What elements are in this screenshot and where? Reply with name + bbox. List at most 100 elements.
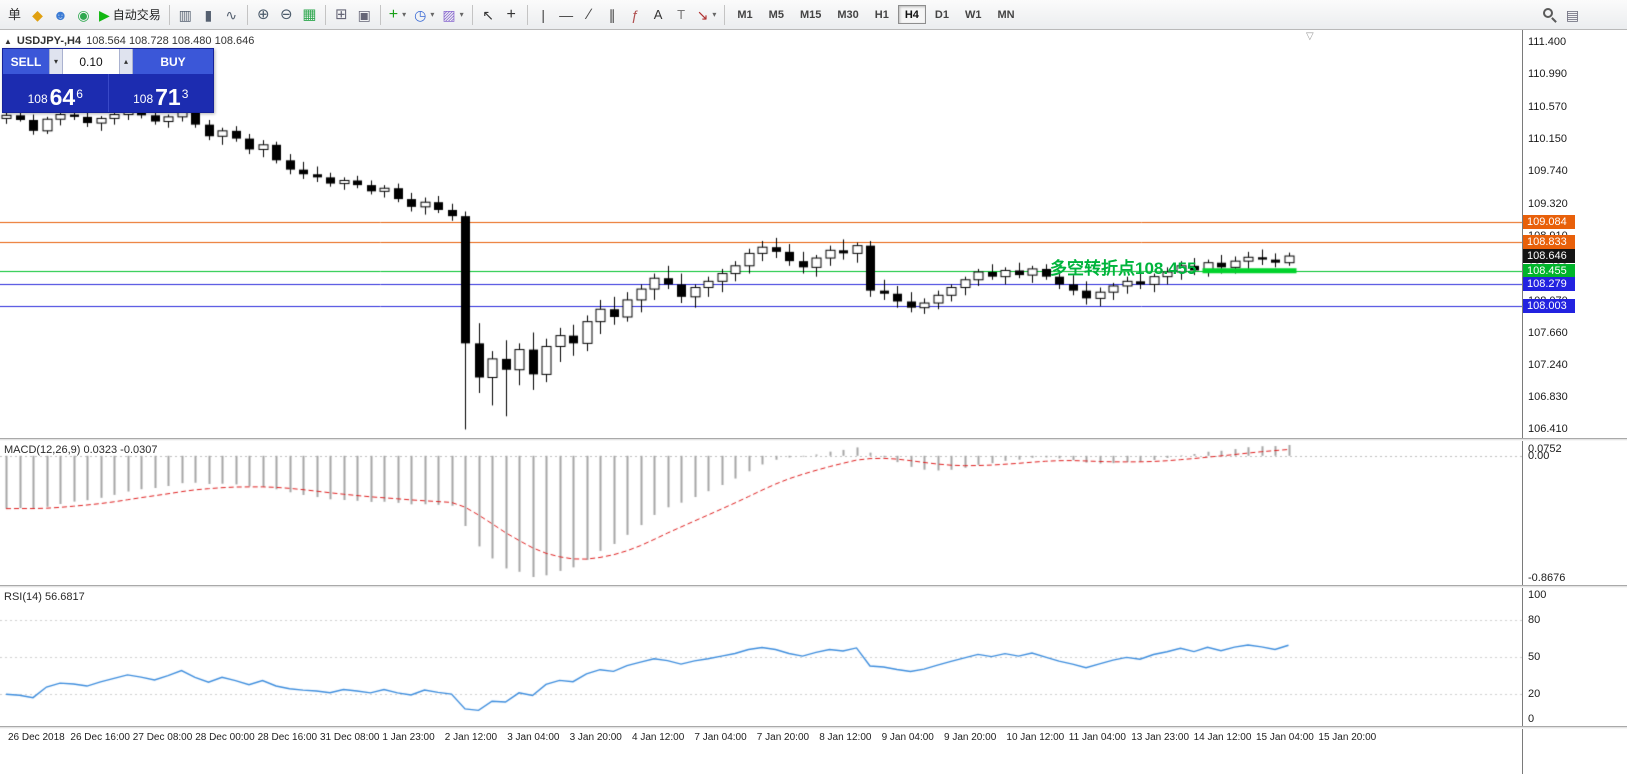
timeframe-w1-button[interactable]: W1 <box>964 8 982 21</box>
periods-button[interactable]: ◷ ▾ <box>410 3 438 26</box>
trade-panel-divider <box>107 74 109 112</box>
price-axis-label: 106.830 <box>1528 390 1568 403</box>
lot-size-input[interactable] <box>63 54 119 69</box>
panel-splitter[interactable] <box>0 438 1627 441</box>
candlestick-chart-button[interactable]: ▮ <box>197 3 220 26</box>
grid-button[interactable]: ▦ <box>298 3 321 26</box>
price-level-tag: 108.455 <box>1523 263 1575 278</box>
crosshair-button[interactable]: + <box>500 3 523 26</box>
templates-button[interactable]: ▨ ▾ <box>438 3 467 26</box>
channel-icon: ∥ <box>608 6 616 23</box>
chart-ohlc-line: ▲ USDJPY-,H4 108.564 108.728 108.480 108… <box>4 35 254 47</box>
market-watch-button[interactable]: ☻ <box>49 3 72 26</box>
zoom-in-button[interactable]: ⊕ <box>252 3 275 26</box>
vertical-line-icon: | <box>541 6 545 23</box>
panel-splitter[interactable] <box>0 726 1627 729</box>
chevron-down-icon: ▾ <box>53 57 58 66</box>
time-axis-label: 9 Jan 04:00 <box>881 732 934 743</box>
trade-panel-prices: 108 64 6 108 71 3 <box>3 74 213 112</box>
rsi-canvas[interactable] <box>0 588 1522 726</box>
new-order-button[interactable]: 单 <box>3 3 26 26</box>
buy-price-point: 3 <box>181 87 189 101</box>
price-axis[interactable]: 111.400 110.990 110.570 110.150 109.740 109.3… <box>1522 30 1627 774</box>
arrows-button[interactable]: ↘ ▾ <box>693 3 721 26</box>
navigator-button[interactable]: ◉ <box>72 3 95 26</box>
vertical-line-button[interactable]: | <box>532 3 555 26</box>
sell-options-dropdown[interactable]: ▾ <box>49 49 63 74</box>
timeframe-d1-button[interactable]: D1 <box>934 8 949 21</box>
search-button[interactable] <box>1538 3 1561 26</box>
properties-button[interactable]: ▤ <box>1561 3 1584 26</box>
profile-icon: ☻ <box>53 6 68 23</box>
trendline-button[interactable]: ∕ <box>578 3 601 26</box>
list-icon: ▤ <box>1565 6 1580 23</box>
sell-price-display[interactable]: 108 64 6 <box>3 74 108 112</box>
sell-button[interactable]: SELL <box>10 54 42 69</box>
timeframe-m1-button[interactable]: M1 <box>737 8 753 21</box>
time-axis-label: 28 Dec 00:00 <box>195 732 255 743</box>
tile-windows-button[interactable]: ⊞ <box>330 3 353 26</box>
sell-price-point: 6 <box>76 87 83 101</box>
time-axis-label: 3 Jan 04:00 <box>507 732 560 743</box>
timeframe-m5-button[interactable]: M5 <box>768 8 784 21</box>
channel-button[interactable]: ∥ <box>601 3 624 26</box>
time-axis-label: 7 Jan 20:00 <box>756 732 810 743</box>
line-chart-button[interactable]: ∿ <box>220 3 243 26</box>
fibonacci-icon: ƒ <box>631 6 640 23</box>
timeframe-m15-button[interactable]: M15 <box>799 8 822 21</box>
price-axis-label: 111.400 <box>1528 36 1567 49</box>
auto-trading-button[interactable]: ▶ 自动交易 <box>95 3 165 26</box>
price-axis-label: 107.240 <box>1528 359 1568 372</box>
macd-axis-label: 0.0752 <box>1528 443 1562 455</box>
macd-canvas[interactable] <box>0 441 1522 585</box>
cursor-button[interactable]: ↖ <box>477 3 500 26</box>
macd-axis-label: 0.00 <box>1528 449 1550 462</box>
horizontal-line-button[interactable]: — <box>555 3 578 26</box>
time-axis-label: 15 Jan 20:00 <box>1318 732 1377 743</box>
chart-annotation-text[interactable]: 多空转折点108.455 <box>1050 259 1197 278</box>
price-level-tag: 108.646 <box>1523 249 1575 264</box>
buy-price-display[interactable]: 108 71 3 <box>109 74 214 112</box>
tile-windows-icon: ⊞ <box>335 6 348 23</box>
rsi-axis-label: 0 <box>1528 713 1535 725</box>
charts-button[interactable]: ◆ <box>26 3 49 26</box>
auto-trading-button-label: 自动交易 <box>112 8 161 22</box>
time-axis-label: 27 Dec 08:00 <box>132 732 193 743</box>
fibonacci-button[interactable]: ƒ <box>624 3 647 26</box>
price-axis-label: 107.660 <box>1528 326 1568 339</box>
line-chart-icon: ∿ <box>225 6 238 23</box>
price-axis-label: 106.410 <box>1528 423 1568 436</box>
rsi-label: RSI(14) 56.6817 <box>4 591 85 603</box>
price-chart-canvas[interactable] <box>0 30 1522 438</box>
toolbar-right-group: ▤ <box>1538 3 1584 26</box>
timeframe-h1-button[interactable]: H1 <box>874 8 889 21</box>
lot-spinner[interactable]: ▴ <box>119 49 133 74</box>
price-axis-label: 109.320 <box>1528 197 1568 210</box>
time-axis-label: 13 Jan 23:00 <box>1131 732 1190 743</box>
collapse-triangle-icon[interactable]: ▲ <box>4 36 12 46</box>
time-axis-label: 11 Jan 04:00 <box>1068 732 1126 743</box>
text-label-button[interactable]: T <box>670 3 693 26</box>
rsi-axis-label: 20 <box>1528 688 1541 701</box>
time-axis[interactable]: 26 Dec 2018 26 Dec 16:00 27 Dec 08:00 28 De… <box>0 729 1522 774</box>
chart-window: ▲ USDJPY-,H4 108.564 108.728 108.480 108… <box>0 30 1627 774</box>
toolbar-separator <box>168 4 170 25</box>
timeframe-m30-button[interactable]: M30 <box>837 8 859 21</box>
zoom-out-button[interactable]: ⊖ <box>275 3 298 26</box>
price-axis-label: 110.570 <box>1528 100 1567 113</box>
main-toolbar: 单 ◆ ☻ ◉ ▶ 自动交易 ▥ ▮ ∿ ⊕ ⊖ ▦ ⊞ ▣ + ▾ ◷ ▾ ▨ ▾ ↖ + | — ∕ ∥ ƒ A T ↘ ▾ M1 M5 M1… <box>0 0 1627 30</box>
symbol-timeframe: USDJPY-,H4 <box>16 35 82 47</box>
chart-shift-marker-icon[interactable]: ▽ <box>1306 31 1314 42</box>
timeframe-mn-button[interactable]: MN <box>997 8 1015 21</box>
text-button[interactable]: A <box>647 3 670 26</box>
indicators-button[interactable]: + ▾ <box>385 3 410 26</box>
trendline-icon: ∕ <box>587 6 591 23</box>
bar-chart-button[interactable]: ▥ <box>174 3 197 26</box>
timeframe-h4-button[interactable]: H4 <box>897 5 926 24</box>
buy-button[interactable]: BUY <box>160 54 186 69</box>
time-axis-label: 28 Dec 16:00 <box>257 732 318 743</box>
cascade-windows-icon: ▣ <box>357 6 371 23</box>
buy-price-pips: 71 <box>155 84 181 110</box>
cascade-windows-button[interactable]: ▣ <box>353 3 376 26</box>
panel-splitter[interactable] <box>0 585 1627 588</box>
